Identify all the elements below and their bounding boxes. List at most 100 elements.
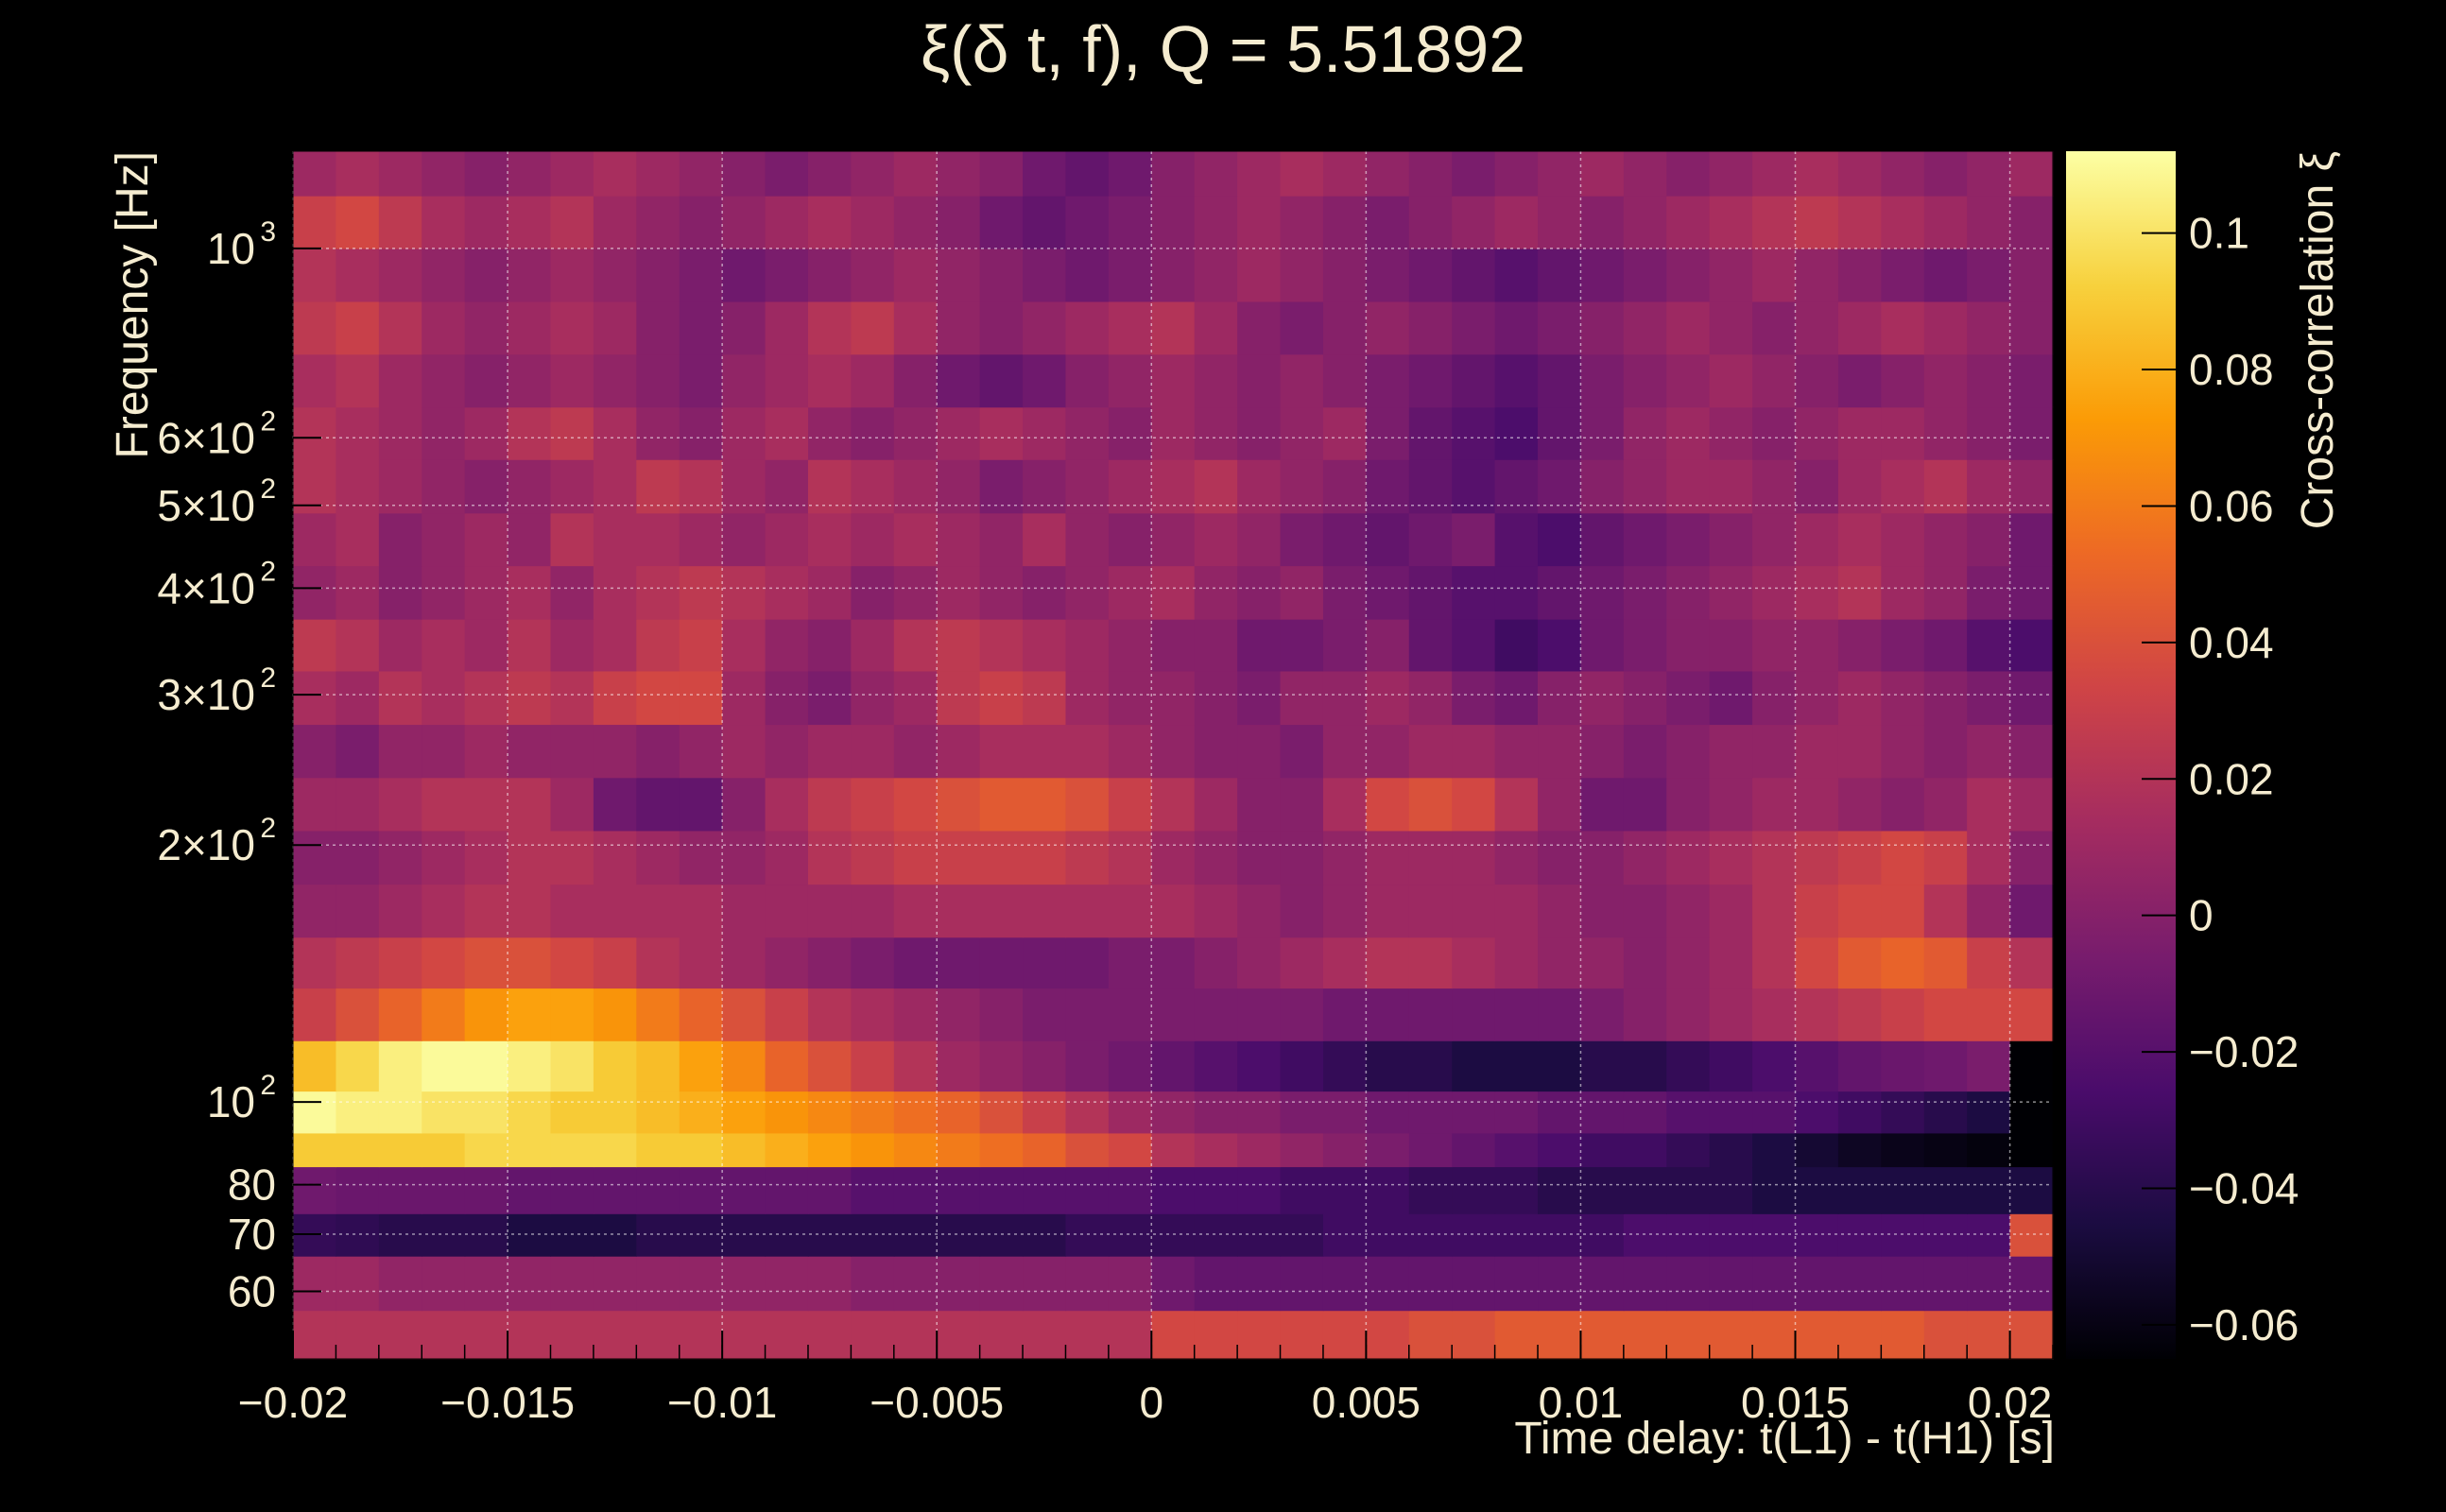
heatmap-cell — [1194, 1166, 1238, 1214]
heatmap-cell — [1408, 1040, 1453, 1092]
heatmap-cell — [1538, 301, 1582, 355]
heatmap-cell — [1623, 301, 1667, 355]
heatmap-cell — [508, 1091, 552, 1134]
heatmap-cell — [1280, 988, 1324, 1041]
heatmap-cell — [1580, 301, 1625, 355]
heatmap-cell — [1881, 248, 1925, 302]
heatmap-cell — [593, 1166, 637, 1214]
heatmap-cell — [1666, 512, 1711, 567]
heatmap-cell — [293, 406, 337, 460]
heatmap-cell — [1065, 936, 1110, 989]
heatmap-cell — [1151, 1091, 1196, 1134]
heatmap-cell — [937, 301, 981, 355]
heatmap-cell — [851, 777, 895, 832]
y-tick-label: 60 — [228, 1266, 276, 1315]
heatmap-cell — [1967, 936, 2011, 989]
heatmap-cell — [979, 936, 1024, 989]
heatmap-cell — [293, 565, 337, 620]
heatmap-cell — [807, 248, 852, 302]
heatmap-cell — [422, 565, 466, 620]
heatmap-cell — [1194, 1040, 1238, 1092]
heatmap-cell — [1194, 936, 1238, 989]
heatmap-cell — [378, 724, 422, 779]
heatmap-cell — [1108, 151, 1152, 197]
heatmap-cell — [508, 248, 552, 302]
heatmap-cell — [336, 1040, 380, 1092]
heatmap-cell — [1194, 988, 1238, 1041]
heatmap-cell — [1408, 301, 1453, 355]
heatmap-cell — [1666, 1213, 1711, 1257]
heatmap-cell — [1837, 884, 1882, 938]
heatmap-cell — [1065, 196, 1110, 249]
heatmap-cell — [1494, 619, 1539, 672]
heatmap-cell — [1709, 884, 1753, 938]
heatmap-cell — [979, 724, 1024, 779]
heatmap-cell — [1580, 884, 1625, 938]
heatmap-cell — [464, 988, 508, 1041]
heatmap-cell — [1322, 1132, 1367, 1168]
heatmap-cell — [636, 1132, 680, 1168]
heatmap-cell — [1237, 151, 1282, 197]
heatmap-cell — [1967, 459, 2011, 514]
heatmap-cell — [336, 988, 380, 1041]
heatmap-cell — [937, 670, 981, 726]
heatmap-cell — [508, 1213, 552, 1257]
heatmap-cell — [1065, 670, 1110, 726]
heatmap-cell — [336, 301, 380, 355]
heatmap-cell — [1967, 1310, 2011, 1360]
heatmap-cell — [1580, 248, 1625, 302]
heatmap-cell — [1709, 670, 1753, 726]
heatmap-cell — [1237, 936, 1282, 989]
heatmap-cell — [636, 1310, 680, 1360]
heatmap-cell — [1280, 1132, 1324, 1168]
heatmap-cell — [1023, 353, 1067, 408]
heatmap-cell — [1151, 670, 1196, 726]
heatmap-cell — [1194, 196, 1238, 249]
heatmap-cell — [1837, 830, 1882, 885]
heatmap-cell — [2009, 619, 2054, 672]
heatmap-cell — [1108, 248, 1152, 302]
heatmap-cell — [1580, 565, 1625, 620]
heatmap-cell — [679, 353, 723, 408]
colorbar-tick-label: 0.1 — [2189, 209, 2249, 258]
heatmap-cell — [1452, 196, 1496, 249]
heatmap-cell — [1023, 884, 1067, 938]
heatmap-cell — [807, 670, 852, 726]
heatmap-cell — [1580, 1213, 1625, 1257]
heatmap-cell — [550, 151, 594, 197]
heatmap-cell — [1538, 1166, 1582, 1214]
heatmap-cell — [1322, 459, 1367, 514]
heatmap-cell — [1752, 459, 1797, 514]
heatmap-cell — [979, 248, 1024, 302]
heatmap-cell — [1709, 512, 1753, 567]
heatmap-cell — [422, 248, 466, 302]
heatmap-cell — [1237, 670, 1282, 726]
heatmap-cell — [1023, 830, 1067, 885]
heatmap-cell — [422, 830, 466, 885]
heatmap-cell — [550, 884, 594, 938]
heatmap-cell — [851, 459, 895, 514]
heatmap-cell — [1280, 196, 1324, 249]
heatmap-cell — [1795, 1040, 1839, 1092]
heatmap-cell — [1709, 936, 1753, 989]
heatmap-cell — [2009, 1091, 2054, 1134]
heatmap-cell — [293, 1256, 337, 1312]
heatmap-cell — [422, 619, 466, 672]
heatmap-cell — [1322, 565, 1367, 620]
heatmap-cell — [1322, 301, 1367, 355]
heatmap-cell — [1280, 151, 1324, 197]
heatmap-cell — [765, 936, 809, 989]
heatmap-cell — [508, 301, 552, 355]
heatmap-cell — [1967, 353, 2011, 408]
heatmap-cell — [378, 1310, 422, 1360]
heatmap-cell — [464, 1310, 508, 1360]
heatmap-cell — [722, 151, 767, 197]
heatmap-cell — [2009, 301, 2054, 355]
heatmap-cell — [1923, 1132, 1968, 1168]
heatmap-cell — [2009, 196, 2054, 249]
heatmap-cell — [2009, 1132, 2054, 1168]
heatmap-cell — [1494, 151, 1539, 197]
heatmap-cell — [679, 248, 723, 302]
heatmap-cell — [293, 777, 337, 832]
